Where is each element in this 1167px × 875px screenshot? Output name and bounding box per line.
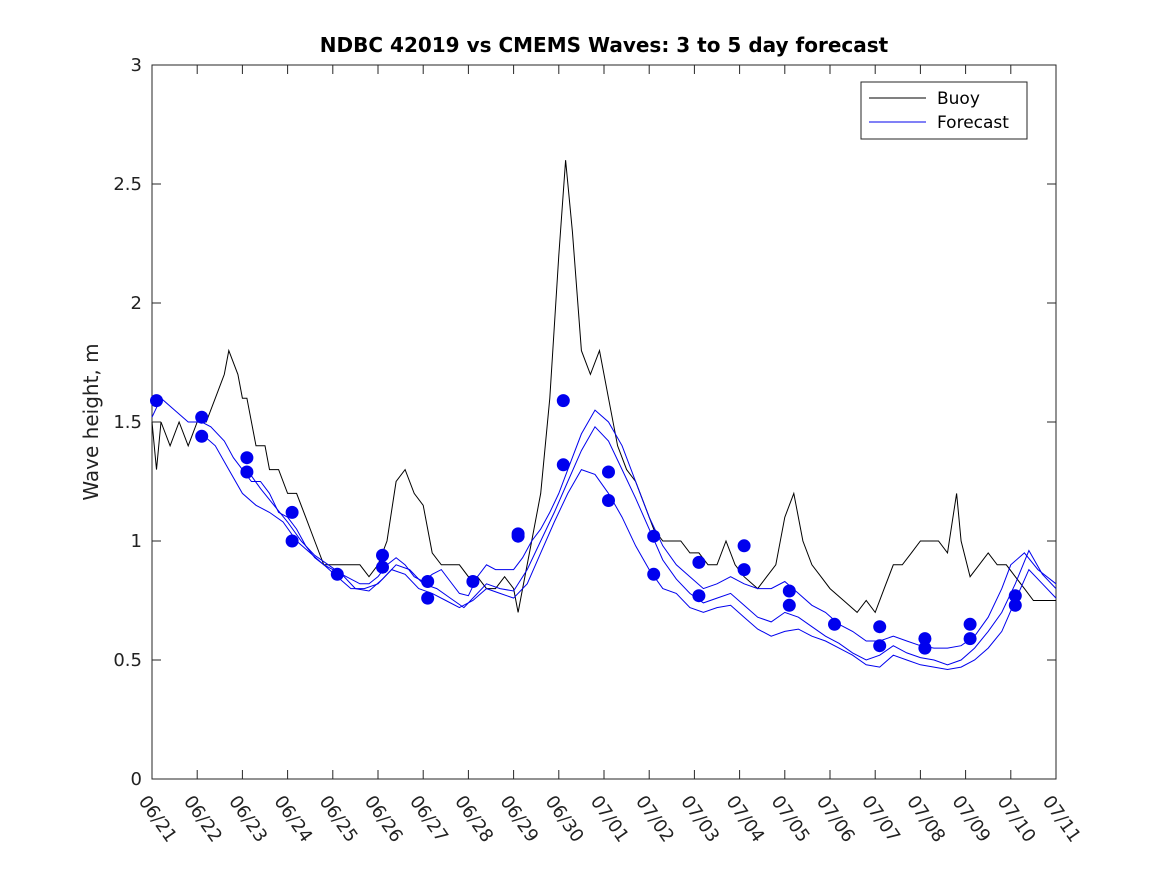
y-tick-label: 1.5 <box>113 412 142 433</box>
forecast-marker <box>782 584 796 598</box>
forecast-marker <box>466 575 480 588</box>
forecast-marker <box>647 529 661 543</box>
y-tick-label: 0.5 <box>113 650 142 671</box>
forecast-marker <box>240 465 254 479</box>
legend-label-forecast: Forecast <box>937 113 1009 133</box>
legend-label-buoy: Buoy <box>937 89 980 109</box>
legend-box <box>860 81 1028 140</box>
forecast-marker <box>737 539 751 553</box>
x-tick-label: 07/05 <box>767 792 814 847</box>
forecast-marker <box>421 575 435 588</box>
markers-group <box>150 394 1022 655</box>
x-tick-label: 07/03 <box>676 792 723 847</box>
forecast-marker <box>602 494 615 507</box>
x-tick-label: 06/23 <box>224 792 271 847</box>
x-tick-label: 06/28 <box>450 792 497 847</box>
forecast-marker <box>376 548 389 562</box>
x-tick-label: 07/06 <box>812 792 859 847</box>
forecast-marker <box>918 641 932 655</box>
forecast-marker <box>963 617 977 631</box>
x-tick-label: 07/11 <box>1038 792 1085 847</box>
x-tick-label: 06/24 <box>270 792 317 847</box>
y-tick-label: 2.5 <box>113 174 142 195</box>
forecast-marker <box>285 505 299 519</box>
forecast-marker <box>330 567 344 581</box>
forecast-marker <box>692 555 706 569</box>
y-tick-label: 1 <box>131 531 142 552</box>
x-tick-label: 06/30 <box>541 792 588 847</box>
x-tick-label: 07/04 <box>722 792 769 847</box>
y-axis-label: Wave height, m <box>79 343 103 500</box>
y-tick-label: 0 <box>131 769 142 790</box>
forecast-marker <box>556 394 570 408</box>
forecast-marker <box>511 529 525 543</box>
chart-title: NDBC 42019 vs CMEMS Waves: 3 to 5 day fo… <box>320 33 889 57</box>
forecast-line <box>201 433 1057 671</box>
forecast-marker <box>918 632 932 646</box>
x-tick-label: 07/09 <box>948 792 995 847</box>
series-group <box>151 160 1057 671</box>
forecast-marker <box>1008 598 1022 612</box>
x-tick-label: 07/07 <box>857 792 904 847</box>
forecast-marker <box>150 394 163 408</box>
x-tick-label: 07/01 <box>586 792 633 847</box>
x-tick-label: 06/25 <box>315 792 362 847</box>
y-ticks: 0 0.5 1 1.5 2 2.5 3 <box>113 55 1056 790</box>
forecast-marker <box>873 620 887 634</box>
forecast-marker <box>1008 589 1022 603</box>
forecast-marker <box>602 465 615 479</box>
x-tick-label: 07/08 <box>902 792 949 847</box>
forecast-marker <box>782 598 796 612</box>
legend: Buoy Forecast <box>860 81 1028 140</box>
x-tick-label: 06/21 <box>134 792 181 847</box>
forecast-marker <box>556 458 570 472</box>
x-tick-label: 06/22 <box>179 792 226 847</box>
forecast-marker <box>963 632 977 646</box>
forecast-line <box>246 425 1057 666</box>
x-tick-label: 07/10 <box>993 792 1040 847</box>
y-tick-label: 3 <box>131 55 142 76</box>
forecast-marker <box>737 563 751 577</box>
y-tick-label: 2 <box>131 293 142 314</box>
x-tick-label: 06/27 <box>405 792 452 847</box>
forecast-marker <box>873 639 887 653</box>
forecast-marker <box>647 567 661 581</box>
plot-area <box>151 64 1057 780</box>
forecast-marker <box>828 617 841 631</box>
x-tick-label: 06/26 <box>360 792 407 847</box>
forecast-marker <box>285 534 299 548</box>
forecast-marker <box>421 591 435 605</box>
forecast-marker <box>240 451 254 465</box>
x-tick-label: 06/29 <box>496 792 543 847</box>
forecast-marker <box>195 410 209 424</box>
forecast-marker <box>692 589 706 603</box>
forecast-marker <box>195 429 209 443</box>
buoy-line <box>151 160 1056 614</box>
forecast-marker <box>376 560 389 574</box>
x-tick-label: 07/02 <box>631 792 678 847</box>
